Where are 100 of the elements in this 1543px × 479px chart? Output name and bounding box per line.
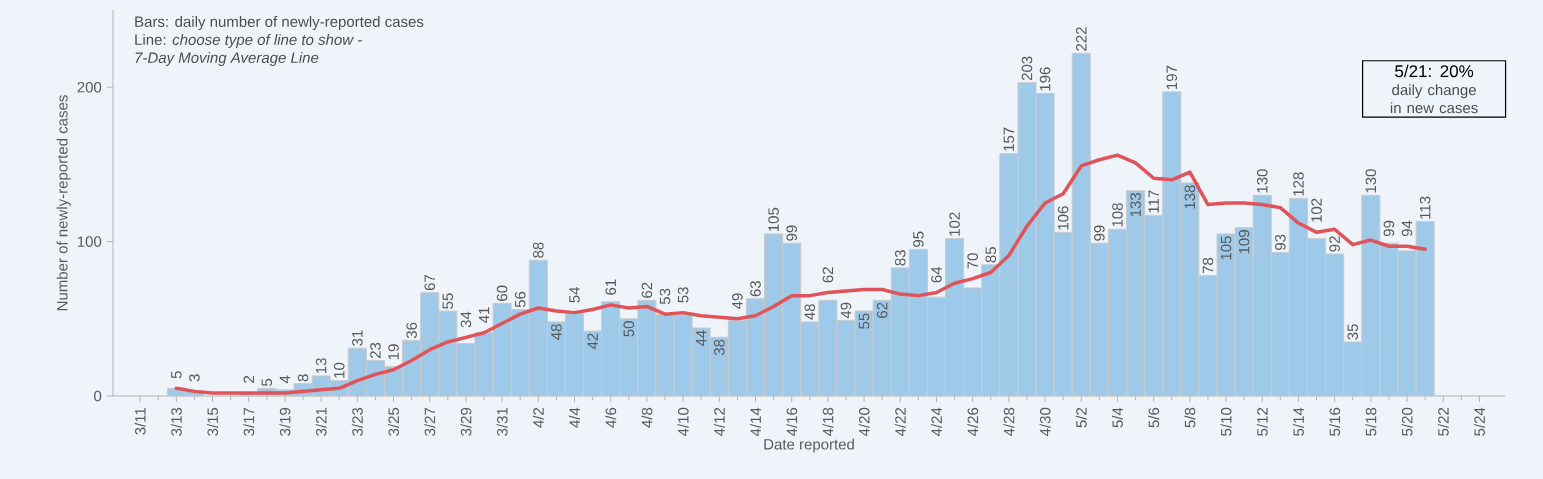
x-tick-label: 4/14	[749, 407, 761, 437]
data-label: 99	[786, 225, 797, 241]
data-label: 64	[931, 266, 942, 283]
annotation: Bars: daily number of newly-reported cases	[135, 15, 424, 30]
x-tick-label: 5/20	[1401, 407, 1413, 436]
x-tick-label: 3/31	[496, 407, 508, 436]
data-label: 78	[1202, 257, 1214, 274]
data-label: 105	[768, 207, 779, 232]
data-label: 99	[1094, 225, 1105, 241]
x-tick-label: 4/22	[894, 407, 906, 437]
annotation: Line: choose type of line to show -	[135, 33, 362, 48]
x-axis-title: Date reported	[764, 438, 854, 453]
data-label: 196	[1039, 67, 1051, 91]
data-label: 157	[1003, 127, 1015, 151]
data-label: 128	[1293, 172, 1304, 196]
x-tick-label: 3/13	[170, 407, 182, 436]
data-label: 203	[1021, 56, 1033, 81]
x-tick-label: 4/12	[713, 407, 725, 437]
data-label: 55	[442, 293, 454, 309]
x-tick-label: 5/2	[1075, 407, 1087, 428]
data-label: 61	[605, 279, 617, 295]
data-label: 31	[352, 330, 363, 346]
data-label: 113	[1419, 196, 1431, 219]
annotation: 5/21: 20%	[1395, 64, 1474, 78]
data-label: 62	[822, 267, 834, 283]
x-tick-label: 5/18	[1365, 407, 1377, 436]
x-tick-label: 4/24	[930, 407, 942, 437]
data-label: 50	[623, 321, 635, 337]
data-label: 49	[732, 293, 743, 310]
data-label: 55	[858, 313, 870, 329]
data-label: 92	[1329, 236, 1340, 252]
data-label: 62	[641, 282, 653, 298]
data-label: 23	[370, 342, 381, 359]
x-tick-label: 4/8	[641, 407, 653, 428]
data-label: 70	[967, 253, 978, 269]
data-label: 117	[1148, 190, 1159, 213]
x-tick-label: 4/26	[967, 407, 979, 437]
x-tick-label: 3/27	[424, 407, 436, 436]
data-label: 67	[424, 274, 436, 291]
y-tick-label: 100	[77, 236, 102, 247]
x-tick-label: 5/22	[1437, 407, 1449, 436]
data-label: 105	[1220, 236, 1232, 260]
data-label: 138	[1184, 185, 1196, 209]
x-tick-label: 3/21	[315, 407, 327, 436]
data-label: 106	[1057, 206, 1069, 230]
x-tick-label: 4/16	[786, 407, 798, 437]
data-label: 2	[243, 375, 254, 383]
data-label: 10	[333, 362, 345, 378]
data-label: 63	[750, 281, 761, 297]
x-tick-label: 5/10	[1220, 407, 1232, 436]
data-label: 3	[189, 374, 200, 382]
y-axis-title: Number of newly-reported cases	[56, 95, 71, 311]
data-label: 108	[1112, 203, 1123, 227]
data-label: 130	[1256, 169, 1268, 193]
data-label: 130	[1365, 169, 1377, 193]
data-label: 53	[677, 287, 689, 303]
data-label: 44	[696, 330, 707, 347]
data-label: 102	[949, 212, 960, 236]
data-label: 53	[659, 288, 671, 305]
data-label: 222	[1076, 27, 1087, 51]
data-label: 102	[1311, 198, 1322, 222]
x-tick-label: 4/28	[1003, 407, 1015, 437]
x-tick-label: 5/6	[1148, 407, 1160, 428]
data-label: 95	[913, 231, 924, 247]
x-tick-label: 5/14	[1292, 407, 1304, 436]
y-tick-label: 200	[77, 81, 102, 93]
data-label: 48	[804, 304, 816, 320]
x-tick-label: 3/11	[134, 407, 146, 435]
x-tick-label: 4/2	[532, 407, 544, 428]
annotation: 7-Day Moving Average Line	[135, 51, 319, 66]
x-tick-label: 5/8	[1184, 407, 1196, 428]
x-tick-label: 4/20	[858, 407, 870, 437]
data-label: 83	[894, 250, 906, 266]
x-tick-label: 3/25	[388, 407, 400, 436]
x-tick-label: 5/16	[1329, 407, 1341, 436]
data-label: 8	[297, 374, 309, 382]
data-label: 5	[171, 371, 182, 379]
x-tick-label: 4/6	[605, 407, 617, 428]
data-label: 19	[388, 344, 399, 360]
x-tick-label: 3/29	[460, 407, 472, 436]
data-label: 62	[876, 302, 888, 318]
data-label: 99	[1383, 220, 1395, 237]
x-tick-label: 4/4	[569, 407, 581, 428]
data-label: 34	[460, 311, 472, 328]
data-label: 56	[514, 291, 526, 308]
data-label: 85	[985, 247, 997, 263]
data-label: 133	[1130, 193, 1141, 217]
x-tick-label: 3/23	[351, 407, 363, 436]
data-label: 197	[1166, 65, 1178, 89]
data-label: 13	[315, 358, 327, 374]
x-tick-label: 5/24	[1473, 407, 1485, 436]
data-label: 35	[1347, 324, 1359, 340]
data-label: 60	[496, 285, 508, 301]
data-label: 93	[1275, 234, 1286, 251]
data-label: 54	[569, 286, 580, 303]
data-label: 4	[279, 375, 291, 384]
x-tick-label: 4/10	[677, 407, 689, 437]
data-label: 48	[551, 324, 562, 340]
data-label: 36	[406, 322, 417, 339]
data-label: 94	[1401, 220, 1413, 237]
